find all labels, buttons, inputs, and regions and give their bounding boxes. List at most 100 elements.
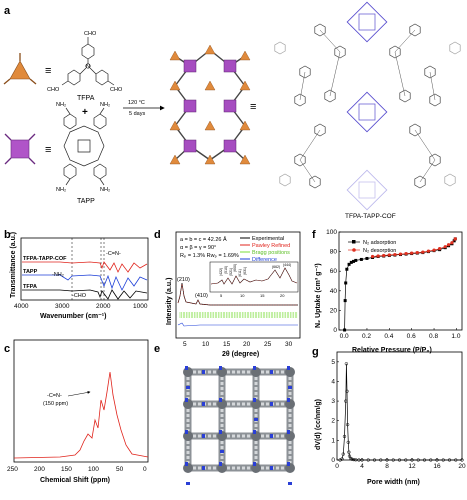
psd-point: [372, 458, 377, 462]
panel-label-g: g: [312, 346, 319, 358]
lattice-triangle-node: [204, 120, 216, 131]
lattice-triangle-node: [169, 50, 181, 61]
psd-xlabel: Pore width (nm): [367, 479, 420, 486]
n2-desorption-point: [438, 247, 442, 251]
n2-desorption-point: [426, 249, 431, 253]
pxrd-xtick-3: 20: [243, 341, 251, 348]
pore-phenyl-ring: [309, 175, 321, 189]
n2-adsorption-point: [345, 267, 349, 271]
panel-label-b: b: [4, 229, 11, 241]
lattice-triangle-node: [239, 80, 251, 91]
lattice-triangle-node: [239, 120, 251, 131]
triangle-node-icon: [9, 60, 31, 80]
pxrd-cell-2: α = β = γ = 90°: [180, 245, 216, 251]
pore-phenyl-ring: [449, 41, 461, 55]
n2-xlabel: Relative Pressure (P/P₀): [352, 347, 432, 354]
pxrd-inset-frame: [209, 261, 299, 293]
n2-ytick-label: 80: [330, 249, 338, 256]
pore-imine-link: [319, 29, 341, 53]
cho-group-right: CHO: [110, 87, 123, 93]
n2-xtick-label: 1.0: [451, 333, 460, 340]
psd-point: [397, 458, 402, 462]
tapp-label: TAPP: [77, 198, 95, 205]
nh2-group-tr: NH₂: [100, 102, 110, 108]
psd-point: [391, 458, 395, 462]
ftir-annot-cn: -C=N-: [106, 251, 121, 257]
n2-ytick-label: 0: [333, 327, 337, 334]
reaction-temperature: 120 °C: [128, 100, 145, 106]
pxrd-bragg-positions: [179, 312, 298, 318]
ftir-label-cof: TFPA-TAPP-COF: [23, 256, 67, 262]
lattice-triangle-node: [204, 44, 216, 55]
crystal-nitrogen-atom: [254, 418, 258, 421]
psd-point: [338, 458, 342, 462]
psd-point: [342, 434, 347, 439]
pore-phenyl-ring: [429, 153, 441, 167]
pore-phenyl-ring: [409, 123, 421, 137]
n2-desorption-point: [370, 254, 375, 259]
pxrd-inset-xtick-0: 5: [220, 293, 223, 298]
pxrd-xtick-1: 10: [202, 341, 210, 348]
ftir-trace-cof: [22, 261, 148, 273]
pore-phenyl-ring: [444, 173, 456, 187]
psd-point: [346, 440, 350, 444]
psd-point: [340, 457, 344, 461]
crystal-nitrogen-atom: [219, 398, 222, 402]
pxrd-peak-8: (662): [272, 265, 280, 269]
reaction-time: 5 days: [129, 111, 145, 117]
psd-ylabel: dV(d) (cc/nm/g): [315, 399, 322, 450]
crystal-nitrogen-atom: [219, 462, 222, 466]
n2-adsorption-point: [343, 299, 347, 303]
crystal-nitrogen-atom: [219, 366, 222, 370]
n2-desorption-point: [453, 237, 457, 241]
crystal-nitrogen-atom: [270, 466, 273, 470]
pore-imine-link: [299, 159, 316, 183]
n2-legend: N₂ adsorption N₂ desorption: [348, 240, 396, 254]
pore-phenyl-ring: [424, 65, 436, 79]
panel-b: b TFPA-TAPP-COF TAPP TFPA -NH₂ -C=N- -CH…: [4, 229, 149, 320]
n2-adsorption-point: [344, 281, 348, 285]
pxrd-legend-1: Pawley Refined: [252, 243, 290, 249]
lattice-triangle-node: [239, 154, 251, 165]
tfpa-label: TFPA: [77, 95, 95, 102]
porphyrin-center-core: [358, 103, 376, 121]
crystal-nitrogen-atom: [185, 462, 188, 466]
psd-point: [344, 362, 349, 366]
psd-point: [441, 458, 445, 462]
crystal-nitrogen-atom: [219, 430, 222, 434]
crystal-nitrogen-atom: [202, 434, 205, 438]
pxrd-peak-5: (600): [233, 264, 237, 272]
psd-point: [354, 458, 358, 462]
pxrd-xtick-5: 30: [285, 341, 293, 348]
nmr-annot: -C=N-: [47, 393, 62, 399]
pore-imine-link: [394, 51, 406, 97]
pxrd-peak-4: (521): [229, 268, 233, 276]
pore-phenyl-ring: [334, 45, 346, 59]
psd-xtick-label: 12: [408, 463, 416, 470]
tapp-structure: [63, 107, 107, 186]
porphyrin-center: [346, 91, 388, 133]
psd-point: [347, 450, 351, 454]
psd-ytick-label: 5: [331, 359, 335, 366]
n2-desorption-point: [446, 243, 451, 247]
pore-phenyl-ring: [389, 45, 401, 59]
psd-xtick-label: 8: [385, 463, 389, 470]
equals-sign-product: ≡: [250, 101, 256, 113]
psd-point: [357, 458, 361, 462]
pxrd-difference: [177, 322, 298, 327]
psd-point: [379, 458, 383, 462]
pore-imine-link: [394, 29, 416, 53]
crystal-nitrogen-atom: [253, 462, 256, 466]
ftir-ylabel: Transmittance (a.u.): [10, 232, 17, 298]
pxrd-cell-3: Rₚ = 1.3% Rᴡₚ = 1.69%: [180, 253, 239, 259]
n2-ytick-label: 60: [330, 268, 338, 275]
pore-phenyl-ring: [429, 93, 441, 107]
ftir-annot-nh2: -NH₂: [52, 272, 64, 278]
pore-phenyl-ring: [294, 153, 306, 167]
psd-point: [352, 457, 356, 462]
psd-point: [454, 458, 458, 462]
n2-adsorption-point: [452, 239, 456, 243]
pore-phenyl-ring: [294, 93, 306, 107]
